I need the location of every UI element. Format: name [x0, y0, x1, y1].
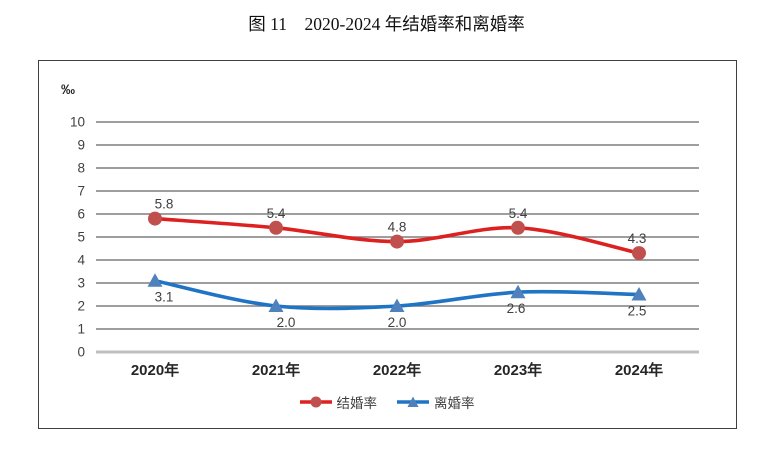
data-point — [511, 220, 525, 235]
legend-label: 离婚率 — [434, 396, 475, 411]
data-label: 2.0 — [388, 315, 407, 330]
line-chart: 0 1 2 3 4 5 6 7 8 9 10 ‰ 5.8 5.4 4.8 5.4 4.3 3.1 2.0 2.0 2.6… — [61, 81, 699, 379]
data-label: 2.5 — [628, 304, 647, 319]
x-tick-label: 2024年 — [615, 361, 663, 379]
data-label: 5.4 — [509, 206, 528, 221]
data-point — [147, 273, 163, 287]
data-label: 4.3 — [628, 231, 647, 246]
data-point — [510, 284, 526, 299]
chart-frame: 0 1 2 3 4 5 6 7 8 9 10 ‰ 5.8 5.4 4.8 5.4 4.3 3.1 2.0 2.0 2.6… — [38, 60, 737, 429]
y-tick-label: 1 — [77, 322, 85, 337]
data-label: 2.0 — [277, 315, 296, 330]
x-tick-label: 2020年 — [131, 361, 179, 379]
data-point — [148, 211, 162, 226]
data-point — [631, 287, 647, 301]
y-tick-label: 6 — [77, 207, 85, 222]
data-label: 2.6 — [507, 301, 526, 316]
x-tick-label: 2022年 — [373, 361, 421, 379]
data-label: 4.8 — [388, 220, 407, 235]
data-point — [268, 298, 284, 312]
legend-circle-marker-icon — [299, 396, 332, 408]
y-tick-label: 7 — [77, 184, 85, 199]
y-tick-label: 5 — [77, 230, 85, 245]
legend-item-离婚率: 离婚率 — [397, 392, 475, 412]
chart-title: 图 11 2020-2024 年结婚率和离婚率 — [248, 14, 525, 34]
data-point — [390, 234, 404, 249]
chart-legend: 结婚率 离婚率 — [39, 392, 735, 412]
legend-label: 结婚率 — [336, 396, 378, 411]
y-axis-unit-label: ‰ — [61, 81, 75, 97]
x-tick-label: 2021年 — [252, 361, 300, 379]
legend-triangle-marker-icon — [397, 396, 429, 407]
data-label: 3.1 — [155, 290, 174, 305]
y-tick-label: 2 — [77, 299, 85, 314]
data-label: 5.8 — [155, 197, 174, 212]
data-point — [632, 246, 646, 261]
x-tick-label: 2023年 — [494, 361, 542, 379]
y-tick-label: 0 — [77, 345, 85, 360]
data-label: 5.4 — [267, 206, 286, 221]
y-tick-label: 10 — [70, 115, 85, 130]
y-tick-label: 8 — [77, 161, 85, 176]
y-tick-label: 9 — [77, 138, 85, 153]
data-point — [389, 298, 405, 312]
y-tick-label: 3 — [77, 276, 85, 291]
legend-item-结婚率: 结婚率 — [299, 392, 378, 412]
y-tick-label: 4 — [77, 253, 85, 268]
data-point — [269, 220, 283, 235]
